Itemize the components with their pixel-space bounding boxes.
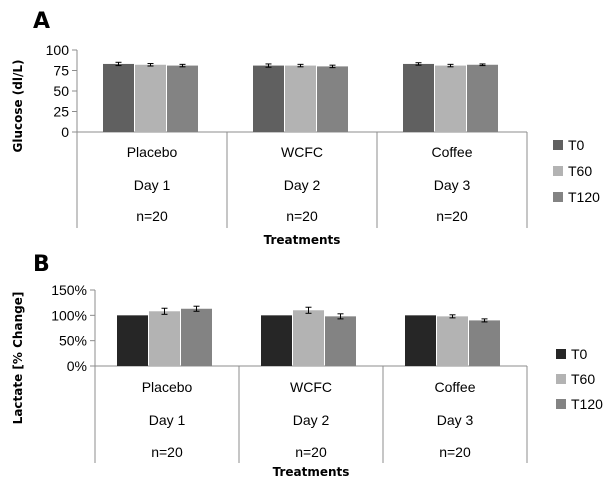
y-tick-label: 0% — [67, 358, 87, 374]
error-bar — [481, 318, 488, 323]
error-bar — [161, 307, 168, 315]
legend-label: T60 — [571, 371, 595, 387]
bar-t60-placebo — [149, 311, 180, 366]
legend-swatch — [553, 166, 563, 176]
bar-t0-wcfc — [261, 315, 292, 366]
category-label: Coffee — [435, 379, 476, 395]
bar-t0-placebo — [117, 315, 148, 366]
category-label: n=20 — [151, 444, 183, 460]
category-label: n=20 — [295, 444, 327, 460]
error-bar — [193, 305, 200, 312]
bar-t60-wcfc — [285, 65, 316, 132]
error-bar — [479, 63, 486, 67]
error-bar — [115, 61, 122, 67]
legend-label: T120 — [568, 189, 600, 205]
category-label: WCFC — [290, 379, 332, 395]
bar-t60-coffee — [437, 316, 468, 366]
y-tick-label: 75 — [53, 63, 69, 79]
category-label: Day 3 — [437, 412, 474, 428]
category-label: Day 2 — [284, 177, 321, 193]
x-axis-title: Treatments — [273, 465, 350, 479]
legend-label: T0 — [571, 346, 588, 362]
error-bar — [179, 63, 186, 68]
y-tick-label: 150% — [51, 282, 87, 298]
bar-t60-placebo — [135, 64, 166, 132]
y-tick-label: 25 — [53, 104, 69, 120]
bar-t120-placebo — [167, 65, 198, 132]
error-bar — [415, 62, 422, 66]
panel-letter-b: B — [33, 252, 50, 277]
legend: T0 T60 T120 — [553, 137, 600, 205]
category-label: Placebo — [127, 144, 178, 160]
category-label: n=20 — [286, 208, 318, 224]
legend-swatch — [556, 374, 566, 384]
bar-t120-wcfc — [317, 66, 348, 132]
bar-t0-placebo — [103, 63, 134, 132]
error-bar — [297, 63, 304, 68]
category-label: WCFC — [281, 144, 323, 160]
error-bar — [265, 63, 272, 68]
y-tick-label: 100 — [46, 42, 70, 58]
chart-b: 0% 50% 100% 150% Placebo WCFC Coffee Day 1 Day 2… — [11, 282, 603, 479]
legend-swatch — [556, 349, 566, 359]
legend: T0 T60 T120 — [556, 346, 603, 412]
y-axis-title: Lactate [% Change] — [11, 292, 25, 425]
y-tick-label: 0 — [61, 124, 69, 140]
category-label: Day 2 — [293, 412, 330, 428]
y-tick-label: 50% — [59, 333, 87, 349]
legend-label: T120 — [571, 396, 603, 412]
bar-t60-coffee — [435, 65, 466, 132]
bar-t120-coffee — [467, 64, 498, 132]
bar-t120-wcfc — [325, 316, 356, 366]
category-label: Coffee — [432, 144, 473, 160]
legend-swatch — [553, 192, 563, 202]
legend-swatch — [553, 140, 563, 150]
bar-t0-coffee — [403, 63, 434, 132]
error-bar — [147, 63, 154, 67]
chart-a: 0 25 50 75 100 Placebo WCFC Coffee Day 1 Day 2 Day… — [11, 42, 600, 247]
legend-swatch — [556, 399, 566, 409]
bar-t120-coffee — [469, 320, 500, 366]
category-label: Placebo — [142, 379, 193, 395]
legend-label: T0 — [568, 137, 585, 153]
panel-letter-a: A — [33, 9, 50, 34]
error-bar — [449, 314, 456, 319]
x-axis-title: Treatments — [264, 233, 341, 247]
category-label: n=20 — [436, 208, 468, 224]
y-tick-label: 100% — [51, 307, 87, 323]
error-bar — [329, 64, 336, 69]
y-axis-title: Glucose (dl/L) — [11, 59, 25, 152]
y-tick-label: 50 — [53, 83, 69, 99]
category-label: Day 1 — [149, 412, 186, 428]
error-bar — [447, 63, 454, 68]
bar-t0-coffee — [405, 315, 436, 366]
bar-t0-wcfc — [253, 65, 284, 132]
error-bar — [337, 313, 344, 320]
category-label: Day 1 — [134, 177, 171, 193]
category-label: n=20 — [439, 444, 471, 460]
legend-label: T60 — [568, 163, 592, 179]
error-bar — [305, 306, 312, 314]
bar-t120-placebo — [181, 308, 212, 366]
bar-t60-wcfc — [293, 310, 324, 366]
category-label: n=20 — [136, 208, 168, 224]
category-label: Day 3 — [434, 177, 471, 193]
